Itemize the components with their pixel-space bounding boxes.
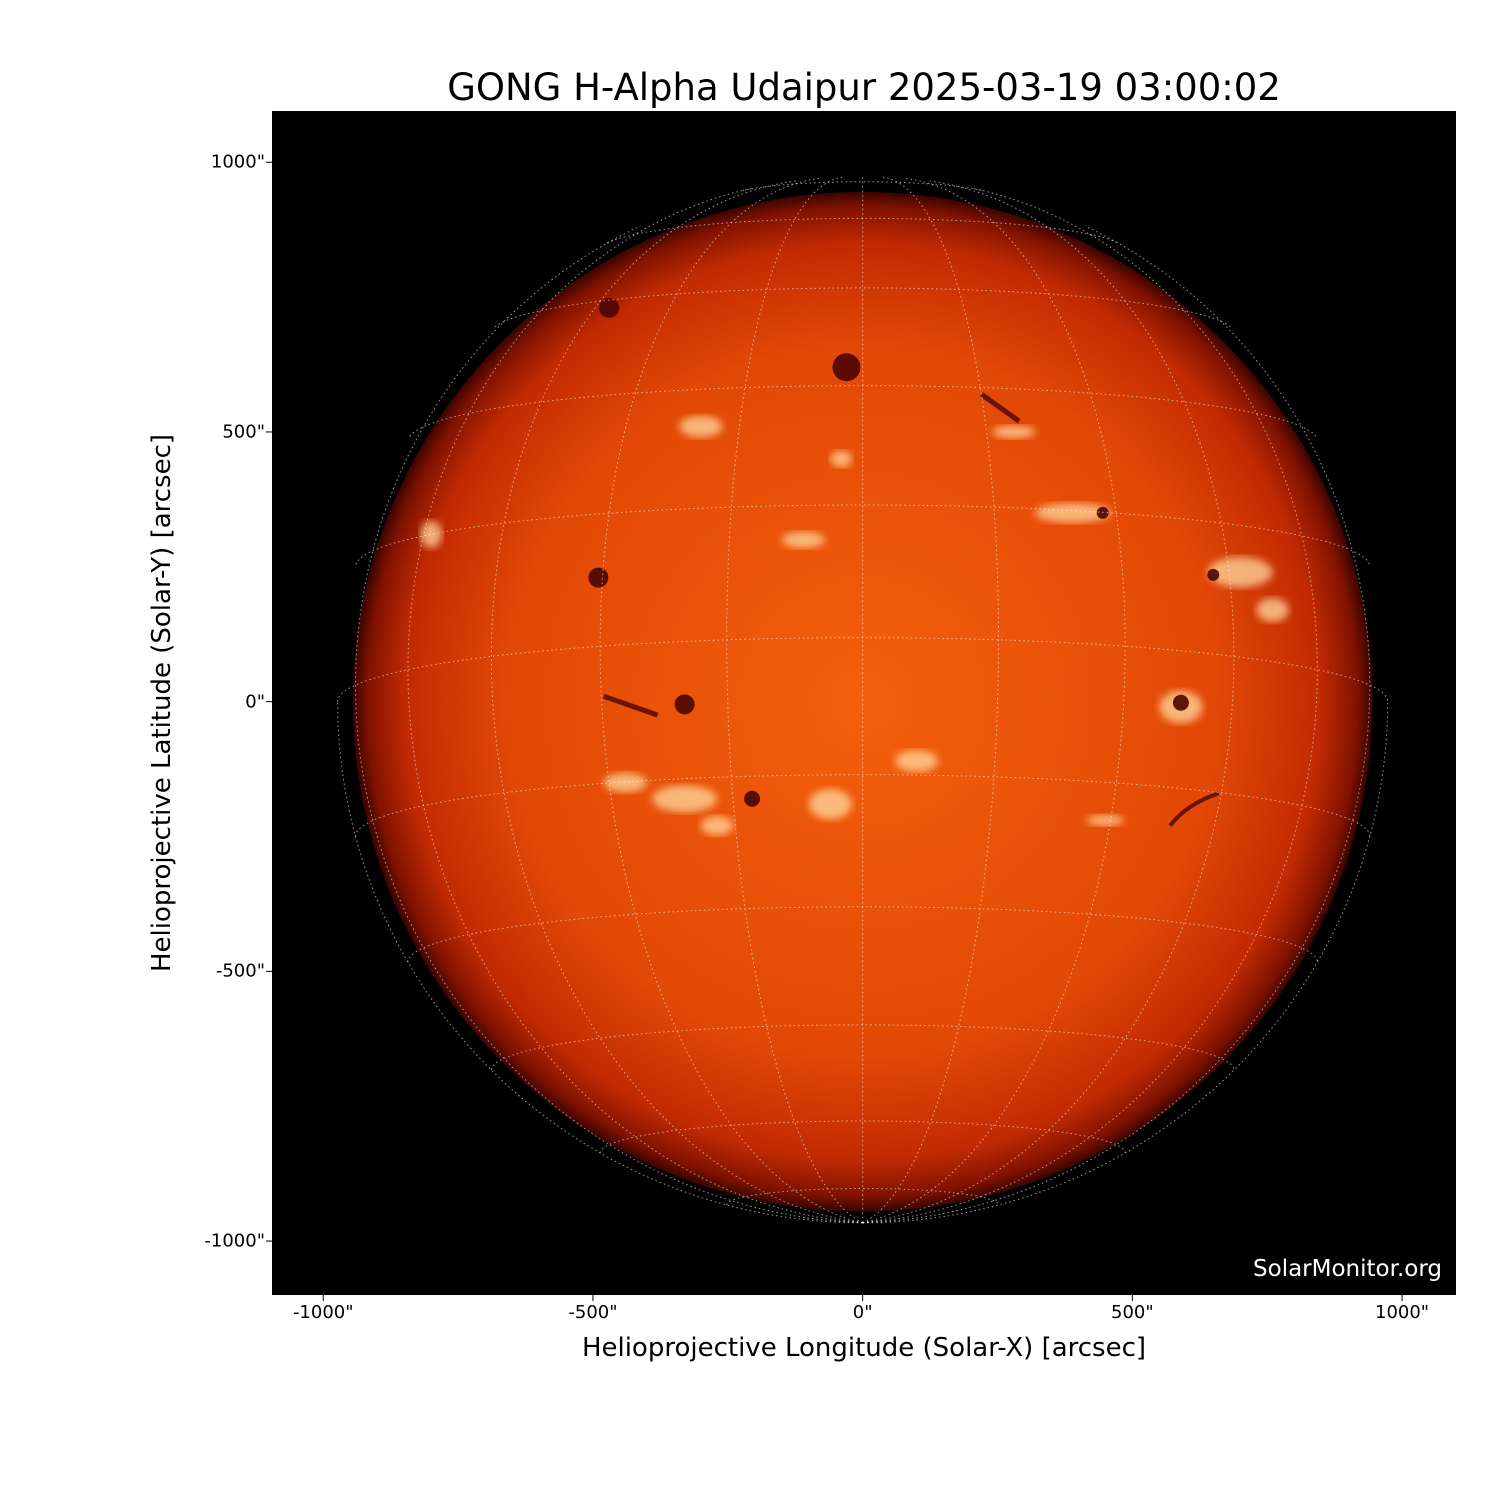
plage-region <box>603 772 647 793</box>
sunspot <box>599 297 620 318</box>
plage-region <box>700 815 734 836</box>
coordinate-grid-line <box>726 176 863 1224</box>
coordinate-grid-line <box>726 1188 999 1205</box>
y-tick-label: -500" <box>215 960 265 982</box>
filament <box>1168 791 1220 827</box>
coordinate-grid-line <box>354 225 863 1224</box>
coordinate-grid-line <box>862 177 1126 1224</box>
sunspot <box>1207 568 1220 581</box>
solar-disk <box>352 191 1373 1212</box>
coordinate-grid-line <box>862 187 1318 1224</box>
coordinate-grid-line <box>862 225 1371 1224</box>
x-tick-label: -1000" <box>292 1302 354 1323</box>
plot-title: GONG H-Alpha Udaipur 2025-03-19 03:00:02 <box>447 66 1281 109</box>
sunspot <box>1172 694 1189 711</box>
y-axis-label: Helioprojective Latitude (Solar-Y) [arcs… <box>147 433 177 973</box>
plage-region <box>1086 814 1125 826</box>
plage-region <box>1035 503 1111 523</box>
coordinate-grid-line <box>355 504 1370 565</box>
x-tick-label: -500" <box>568 1302 618 1323</box>
y-tick-label: 0" <box>245 691 265 713</box>
coordinate-grid-line <box>606 217 1119 244</box>
coordinate-grid-line <box>407 187 863 1224</box>
x-tick-label: 500" <box>1111 1302 1154 1323</box>
coordinate-grid-line <box>494 287 1231 328</box>
filament <box>979 392 1021 424</box>
coordinate-grid-line <box>862 180 1235 1224</box>
sunspot <box>588 567 609 588</box>
coordinate-grid-line <box>599 177 863 1224</box>
coordinate-grid-line <box>862 176 999 1224</box>
coordinate-grid-line <box>862 701 1389 1224</box>
coordinate-grid-line <box>490 180 863 1224</box>
y-tick-label: 500" <box>222 421 265 443</box>
x-tick-label: 1000" <box>1375 1302 1430 1323</box>
plage-region <box>992 425 1036 439</box>
plage-region <box>420 520 442 548</box>
plage-region <box>781 531 825 548</box>
sunspot <box>744 790 761 807</box>
sunspot <box>674 694 695 715</box>
y-tick-label: 1000" <box>210 151 265 173</box>
sunspot <box>1096 506 1109 519</box>
coordinate-grid-line <box>355 774 1371 837</box>
coordinate-grid-line <box>490 1024 1235 1071</box>
plage-region <box>830 450 852 468</box>
y-tick-label: -1000" <box>204 1230 265 1252</box>
plage-region <box>808 789 852 820</box>
filament <box>602 693 659 718</box>
watermark: SolarMonitor.org <box>1253 1256 1442 1282</box>
plage-region <box>1207 557 1273 588</box>
x-axis-label: Helioprojective Longitude (Solar-X) [arc… <box>581 1333 1147 1363</box>
coordinate-grid-line <box>337 701 863 1224</box>
plage-region <box>652 785 718 813</box>
sunspot <box>832 353 861 382</box>
plage-region <box>679 415 723 438</box>
plage-region <box>1256 598 1289 622</box>
plage-region <box>894 750 939 772</box>
x-tick-label: 0" <box>852 1302 873 1323</box>
